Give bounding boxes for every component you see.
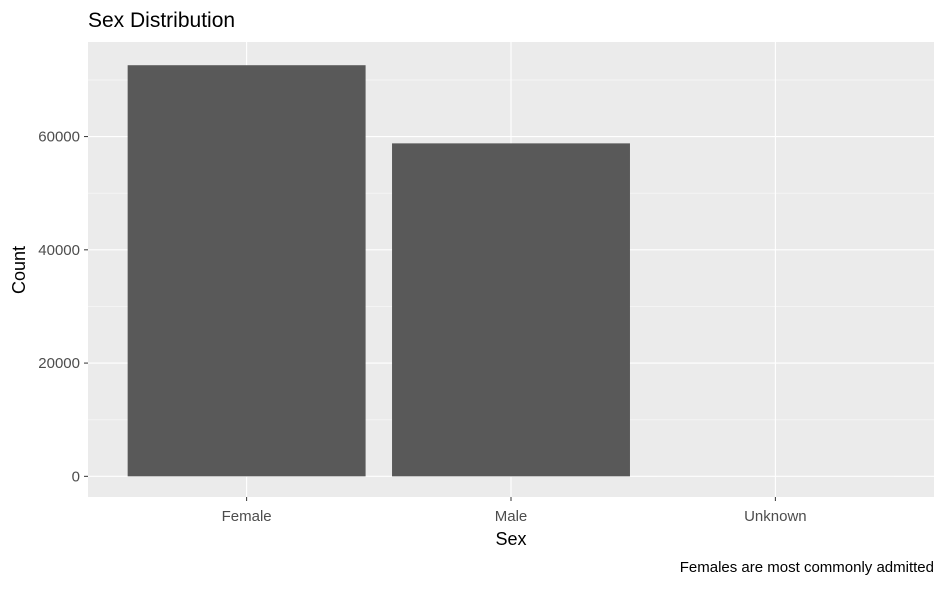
y-tick-label: 20000: [38, 355, 80, 372]
x-tick-label: Female: [222, 508, 272, 525]
x-tick-label: Male: [495, 508, 528, 525]
bar-female: [128, 65, 366, 476]
x-axis-title: Sex: [495, 529, 526, 549]
y-tick-label: 0: [72, 468, 80, 485]
x-axis-ticks: Female Male Unknown: [222, 497, 807, 525]
y-axis-ticks: 0 20000 40000 60000: [38, 129, 88, 486]
y-tick-label: 60000: [38, 129, 80, 146]
chart-title: Sex Distribution: [88, 9, 235, 32]
chart-caption: Females are most commonly admitted: [680, 559, 934, 576]
y-tick-label: 40000: [38, 242, 80, 259]
x-tick-label: Unknown: [744, 508, 807, 525]
bar-male: [392, 143, 630, 476]
y-axis-title: Count: [9, 246, 29, 294]
